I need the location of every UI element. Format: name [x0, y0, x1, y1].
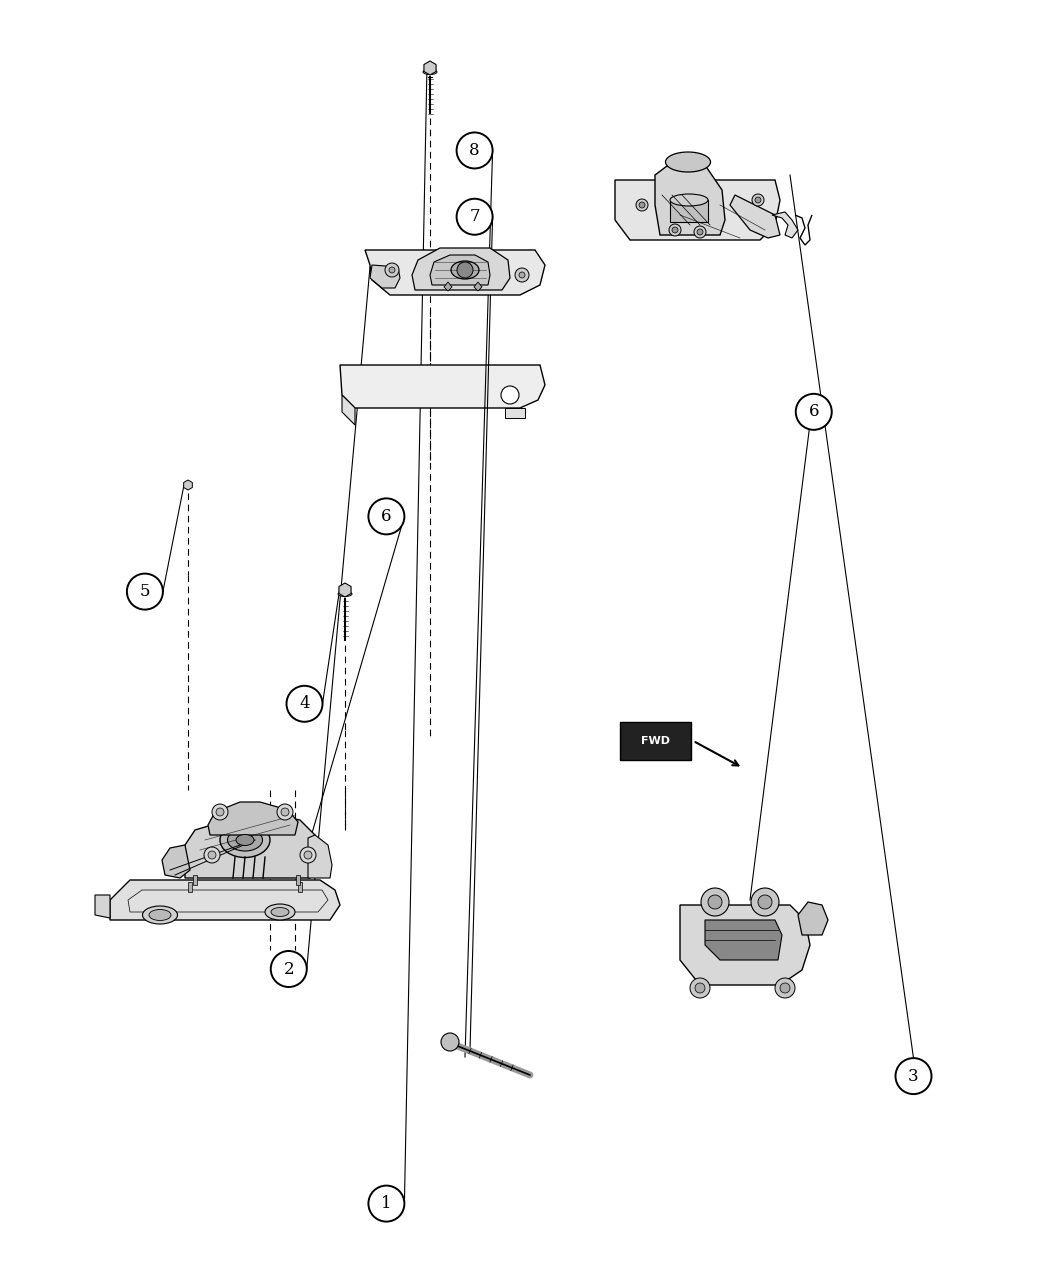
Text: 6: 6 — [808, 403, 819, 421]
Circle shape — [896, 1058, 931, 1094]
Circle shape — [457, 133, 492, 168]
Polygon shape — [705, 921, 782, 960]
Polygon shape — [505, 408, 525, 418]
Ellipse shape — [338, 592, 352, 597]
Circle shape — [796, 394, 832, 430]
Polygon shape — [365, 250, 545, 295]
FancyBboxPatch shape — [620, 722, 691, 760]
Circle shape — [369, 1186, 404, 1221]
Circle shape — [752, 194, 764, 207]
Circle shape — [672, 227, 678, 233]
Polygon shape — [308, 835, 332, 878]
Circle shape — [457, 199, 492, 235]
Circle shape — [695, 983, 705, 993]
Ellipse shape — [220, 822, 270, 858]
Polygon shape — [184, 479, 192, 490]
Text: 6: 6 — [381, 507, 392, 525]
Circle shape — [701, 887, 729, 915]
Circle shape — [690, 978, 710, 998]
Polygon shape — [798, 901, 828, 935]
Circle shape — [775, 978, 795, 998]
Circle shape — [639, 201, 645, 208]
Polygon shape — [430, 255, 490, 286]
Circle shape — [277, 805, 293, 820]
Polygon shape — [185, 815, 318, 878]
Circle shape — [758, 895, 772, 909]
Circle shape — [287, 686, 322, 722]
Circle shape — [127, 574, 163, 609]
Circle shape — [304, 850, 312, 859]
Polygon shape — [370, 265, 400, 288]
Polygon shape — [94, 895, 110, 918]
Circle shape — [441, 1033, 459, 1051]
Circle shape — [281, 808, 289, 816]
Circle shape — [519, 272, 525, 278]
Circle shape — [369, 499, 404, 534]
Circle shape — [669, 224, 681, 236]
Ellipse shape — [271, 908, 289, 917]
Circle shape — [755, 198, 761, 203]
Ellipse shape — [452, 261, 479, 279]
Circle shape — [208, 850, 216, 859]
Polygon shape — [615, 180, 780, 240]
Text: 3: 3 — [908, 1067, 919, 1085]
Circle shape — [708, 895, 722, 909]
Circle shape — [300, 847, 316, 863]
Polygon shape — [670, 200, 708, 222]
Polygon shape — [444, 282, 452, 291]
Ellipse shape — [670, 194, 708, 207]
Circle shape — [385, 263, 399, 277]
Polygon shape — [296, 875, 300, 885]
Ellipse shape — [666, 152, 711, 172]
Circle shape — [388, 266, 395, 273]
Polygon shape — [162, 845, 190, 878]
Polygon shape — [110, 880, 340, 921]
Polygon shape — [193, 875, 197, 885]
Polygon shape — [412, 249, 510, 289]
Ellipse shape — [228, 829, 262, 850]
Text: FWD: FWD — [640, 736, 670, 746]
Polygon shape — [188, 882, 192, 892]
Polygon shape — [298, 882, 302, 892]
Circle shape — [751, 887, 779, 915]
Circle shape — [514, 268, 529, 282]
Polygon shape — [424, 61, 436, 75]
Ellipse shape — [265, 904, 295, 921]
Ellipse shape — [236, 835, 254, 845]
Polygon shape — [655, 159, 724, 235]
Polygon shape — [208, 802, 298, 835]
Circle shape — [204, 847, 220, 863]
Circle shape — [271, 951, 307, 987]
Text: 2: 2 — [284, 960, 294, 978]
Ellipse shape — [423, 70, 437, 74]
Circle shape — [457, 261, 472, 278]
Polygon shape — [342, 395, 355, 425]
Ellipse shape — [143, 907, 177, 924]
Circle shape — [780, 983, 790, 993]
Polygon shape — [340, 365, 545, 408]
Polygon shape — [730, 195, 780, 238]
Polygon shape — [474, 282, 482, 291]
Circle shape — [636, 199, 648, 210]
Text: 7: 7 — [469, 208, 480, 226]
Circle shape — [212, 805, 228, 820]
Circle shape — [697, 230, 704, 235]
Text: 4: 4 — [299, 695, 310, 713]
Text: 5: 5 — [140, 583, 150, 601]
Circle shape — [216, 808, 224, 816]
Polygon shape — [772, 212, 798, 238]
Text: 1: 1 — [381, 1195, 392, 1213]
Polygon shape — [680, 905, 810, 986]
Polygon shape — [339, 583, 351, 597]
Circle shape — [694, 226, 706, 238]
Ellipse shape — [149, 909, 171, 921]
Text: 8: 8 — [469, 142, 480, 159]
Circle shape — [501, 386, 519, 404]
